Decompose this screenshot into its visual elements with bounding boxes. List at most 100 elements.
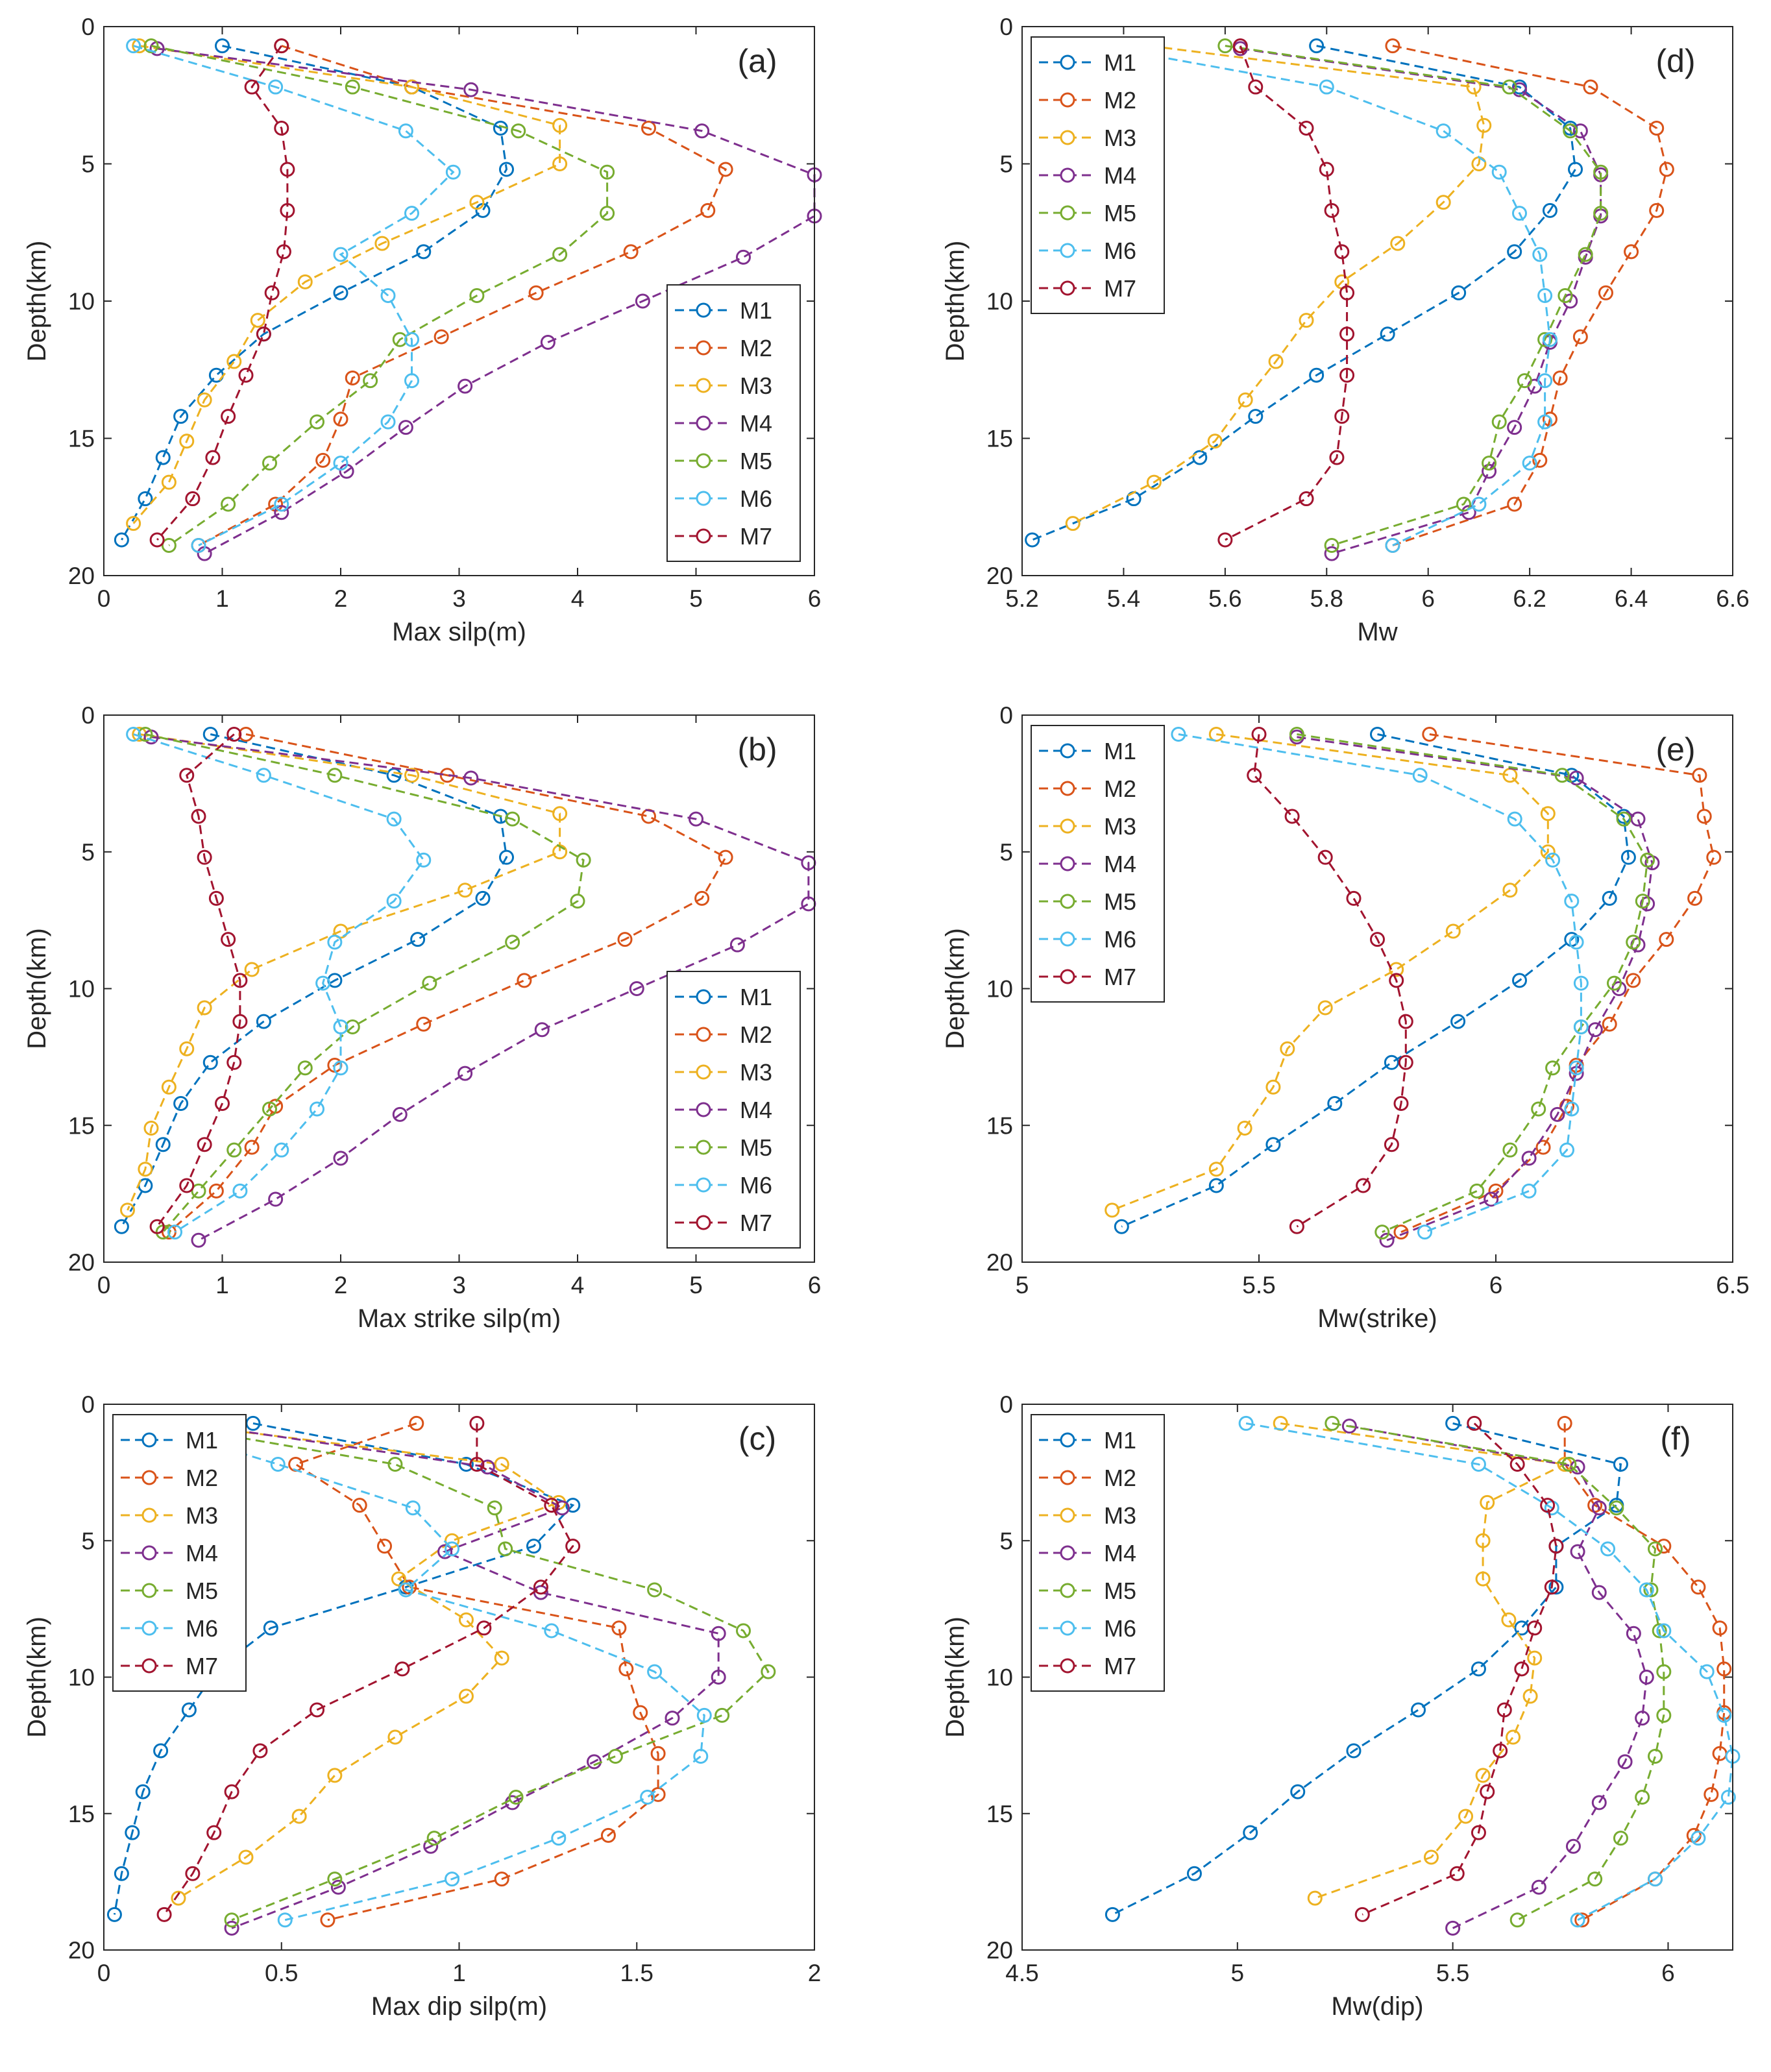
data-point [499,162,514,177]
data-point [244,1140,260,1155]
data-point [1451,285,1467,300]
data-point [1507,420,1522,435]
y-tick-label: 15 [68,426,95,452]
series-line [145,733,585,1233]
data-point [458,378,473,394]
data-point [1557,288,1573,304]
y-tick-label: 15 [68,1112,95,1139]
x-tick-label: 6 [1421,585,1435,612]
data-point [410,932,426,947]
data-point [274,505,289,520]
data-point [380,288,396,304]
data-point [1237,1120,1252,1136]
data-point [238,727,254,742]
series-line [156,45,289,541]
data-point [715,1707,730,1723]
data-point [224,1920,239,1936]
data-point [1171,727,1186,742]
data-point [1521,1151,1537,1166]
y-tick-label: 20 [68,563,95,589]
data-point [633,1705,648,1720]
data-point [404,79,419,95]
legend-box [666,971,801,1249]
series-line [1032,45,1577,541]
data-point [416,1016,432,1032]
data-point [155,1137,171,1152]
data-point [1545,852,1561,868]
data-point [268,79,284,95]
legend-marker [141,1583,157,1598]
data-point [623,244,639,260]
x-tick-label: 2 [334,585,348,612]
data-point [398,420,413,435]
data-point [551,1831,567,1846]
series-line [1297,733,1649,1234]
data-point [1491,414,1507,430]
legend-label: M5 [1104,1578,1136,1604]
data-point [1542,332,1557,347]
legend-marker [1060,931,1075,947]
x-tick-label: 2 [334,1272,348,1298]
data-point [1466,79,1482,95]
data-point [554,1500,570,1516]
x-tick-label: 4.5 [1005,1960,1038,1986]
data-point [1319,79,1334,95]
data-point [1691,1579,1706,1595]
y-axis-label: Depth(km) [941,928,970,1049]
legend-box [666,284,801,562]
data-point [694,890,710,906]
data-point [1398,1054,1413,1070]
data-point [173,1096,189,1112]
data-point [499,849,514,865]
legend-label: M3 [186,1502,218,1529]
data-point [665,1711,680,1726]
data-point [1704,1786,1719,1802]
data-point [1471,1457,1486,1472]
data-point [629,981,644,996]
data-point [197,1137,212,1152]
legend-marker [141,1470,157,1485]
data-point [736,1623,751,1639]
data-point [696,1707,712,1723]
data-point [1591,1795,1607,1810]
data-point [1248,79,1264,95]
legend-marker [1060,243,1075,258]
data-point [156,1907,172,1922]
data-point [232,973,248,988]
data-point [264,285,280,300]
axes-box [103,26,815,576]
data-point [1411,1702,1426,1718]
data-point [135,1784,151,1799]
legend-marker [696,989,711,1005]
data-point [1687,890,1703,906]
data-point [1339,285,1355,300]
data-point [600,164,615,180]
data-point [221,496,236,512]
data-point [224,1784,239,1799]
x-tick-label: 1 [452,1960,466,1986]
data-point [1324,202,1339,218]
data-point [458,1066,473,1081]
y-tick-label: 5 [999,839,1013,866]
y-tick-label: 0 [999,14,1013,40]
data-point [1548,1539,1564,1554]
data-point [1232,38,1248,54]
y-tick-label: 20 [986,1937,1013,1964]
data-point [1251,727,1267,742]
data-point [1390,236,1406,251]
legend-label: M2 [186,1465,218,1491]
data-point [392,1106,408,1122]
data-point [179,1178,195,1193]
data-point [333,285,348,300]
data-point [1626,934,1641,950]
data-point [1613,1831,1628,1846]
data-point [1458,1809,1474,1824]
data-point [1509,1912,1525,1928]
data-point [1573,1019,1589,1035]
series-line [121,45,508,541]
data-point [458,883,473,898]
series-line [175,1422,561,1899]
y-tick-label: 15 [986,1801,1013,1827]
legend-label: M5 [740,1134,772,1161]
data-point [1574,1912,1590,1928]
